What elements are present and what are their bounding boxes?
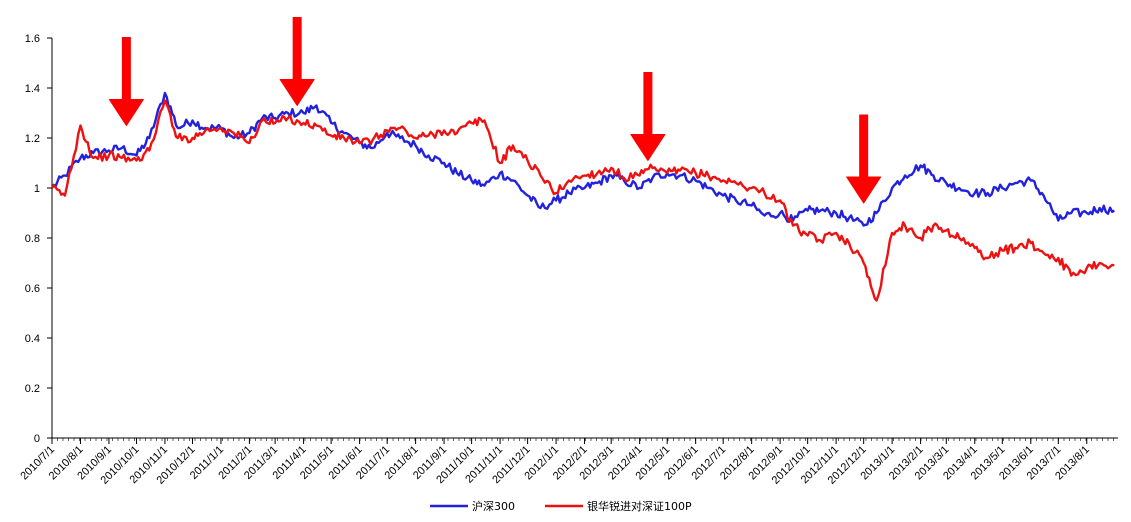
y-tick-label: 0.6: [25, 283, 40, 295]
annotation-layer: [108, 17, 882, 204]
series-line-2: [51, 99, 1115, 302]
y-tick-label: 0.8: [25, 233, 40, 245]
y-tick-label: 0.4: [25, 333, 40, 345]
y-tick-label: 1.6: [25, 33, 40, 45]
legend-label-1: 沪深300: [472, 499, 515, 513]
y-tick-label: 1: [34, 183, 40, 195]
down-arrow-annotation: [630, 72, 666, 161]
y-axis: 0 0.2 0.4 0.6 0.8 1 1.2 1.4 1.6: [25, 33, 53, 445]
series-layer: [50, 91, 1115, 302]
down-arrow-annotation: [108, 37, 144, 126]
x-axis: 2010/7/12010/8/12010/9/12010/10/12010/11…: [18, 437, 1118, 487]
down-arrow-annotation: [846, 114, 882, 204]
series-line-1: [50, 91, 1115, 227]
down-arrow-annotation: [279, 17, 315, 106]
y-tick-label: 0: [34, 433, 40, 445]
y-tick-label: 1.4: [25, 83, 40, 95]
y-tick-label: 1.2: [25, 133, 40, 145]
legend-label-2: 银华锐进对深证100P: [587, 499, 692, 513]
legend: 沪深300 银华锐进对深证100P: [430, 499, 692, 513]
y-tick-label: 0.2: [25, 383, 40, 395]
